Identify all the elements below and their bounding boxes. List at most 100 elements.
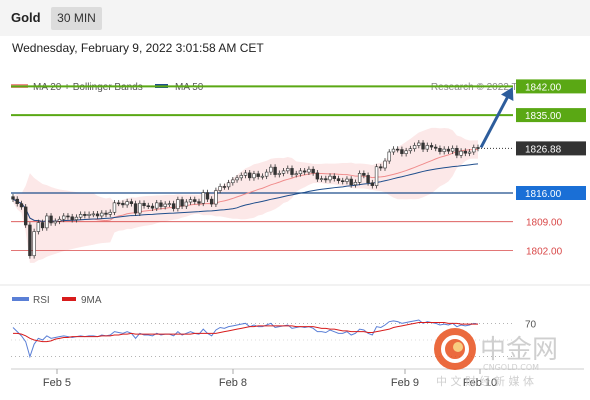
candle xyxy=(53,218,57,226)
candle xyxy=(429,142,434,150)
candle xyxy=(383,158,387,171)
rsi-line xyxy=(12,319,479,359)
candle xyxy=(243,170,248,179)
candle xyxy=(142,200,146,209)
candle xyxy=(11,193,15,203)
candle xyxy=(74,214,79,223)
candle xyxy=(294,170,298,178)
candle xyxy=(412,142,417,152)
candle xyxy=(421,140,425,152)
x-axis-ticks: Feb 5 Feb 8 Feb 9 Feb 10 xyxy=(43,369,497,389)
level-label-1802.00: 1802.00 xyxy=(526,246,563,257)
candle xyxy=(476,144,480,152)
rsi-level-label-70: 70 xyxy=(525,319,537,330)
cngold-watermark: 中金网 CNGOLD.COM 中 文 财 经 新 媒 体 xyxy=(434,328,558,388)
level-label-1826.88: 1826.88 xyxy=(525,144,562,155)
ma20-legend-label: MA 20 + Bollinger Bands xyxy=(33,82,143,93)
candle xyxy=(121,200,125,208)
candle xyxy=(193,196,197,205)
candle xyxy=(112,199,117,216)
candle xyxy=(404,147,408,157)
candle xyxy=(218,183,222,194)
x-tick-label: Feb 10 xyxy=(463,377,497,389)
candle xyxy=(125,198,129,208)
candle xyxy=(345,176,349,185)
level-label-1835.00: 1835.00 xyxy=(525,111,562,122)
candle xyxy=(286,165,290,174)
candle xyxy=(256,170,260,180)
candle xyxy=(95,211,100,219)
candle xyxy=(379,163,383,171)
x-tick-label: Feb 9 xyxy=(391,377,419,389)
candle xyxy=(455,145,459,159)
candle xyxy=(366,172,370,186)
timeframe-button[interactable]: 30 MIN xyxy=(51,7,102,30)
candle xyxy=(133,200,138,216)
candle xyxy=(100,210,104,219)
candle xyxy=(370,179,375,189)
candle xyxy=(290,165,294,178)
candle xyxy=(438,145,442,155)
candle xyxy=(32,228,36,259)
bollinger-band xyxy=(13,127,478,263)
candle xyxy=(357,170,362,186)
candle xyxy=(23,204,28,228)
candle xyxy=(442,146,446,155)
candle xyxy=(353,179,358,188)
candle xyxy=(45,213,49,231)
level-tag-1835.00 xyxy=(516,108,586,123)
candle xyxy=(425,142,429,152)
candle xyxy=(269,164,273,175)
target-arrow-shaft xyxy=(479,91,512,149)
rsi-ma-legend-label: 9MA xyxy=(81,295,102,306)
candle xyxy=(311,166,315,176)
candle xyxy=(15,196,19,207)
candle xyxy=(463,148,468,157)
candle xyxy=(319,175,324,182)
candle xyxy=(40,219,45,231)
level-label-1816.00: 1816.00 xyxy=(525,189,562,200)
candle xyxy=(205,189,210,203)
candle xyxy=(150,203,155,212)
candle xyxy=(336,175,341,184)
target-arrow-head xyxy=(501,87,514,101)
candle xyxy=(36,219,41,235)
candle xyxy=(341,177,345,185)
candle xyxy=(252,170,256,181)
candle xyxy=(184,199,189,209)
candle xyxy=(332,173,336,182)
candle xyxy=(146,202,150,209)
candle xyxy=(197,198,201,207)
candle xyxy=(159,199,163,210)
rsi-legend-swatch xyxy=(12,297,29,301)
candle xyxy=(374,163,379,189)
candle xyxy=(387,149,391,164)
ma50-line xyxy=(12,163,479,223)
candle xyxy=(66,213,70,220)
candle xyxy=(116,199,121,207)
level-tag-1826.88 xyxy=(516,141,586,156)
candle xyxy=(222,183,227,190)
target-arrow xyxy=(479,87,514,149)
candle xyxy=(298,167,303,177)
candle xyxy=(277,170,282,178)
candle xyxy=(49,213,53,226)
candle xyxy=(108,209,112,218)
ma50-legend-label: MA 50 xyxy=(175,82,204,93)
candle xyxy=(104,210,108,218)
candle xyxy=(138,200,142,216)
candle xyxy=(129,198,134,207)
candle xyxy=(209,196,214,207)
candle xyxy=(362,170,366,179)
candle xyxy=(83,211,87,219)
candle xyxy=(260,173,265,180)
candle xyxy=(87,211,91,219)
moving-averages xyxy=(12,148,479,223)
level-labels: 1842.00 1835.00 1826.88 1816.00 1809.00 1802.… xyxy=(516,79,586,257)
candle xyxy=(264,169,269,180)
candle xyxy=(78,211,83,221)
candle xyxy=(302,167,307,175)
candle xyxy=(417,140,421,149)
candle xyxy=(171,200,176,212)
